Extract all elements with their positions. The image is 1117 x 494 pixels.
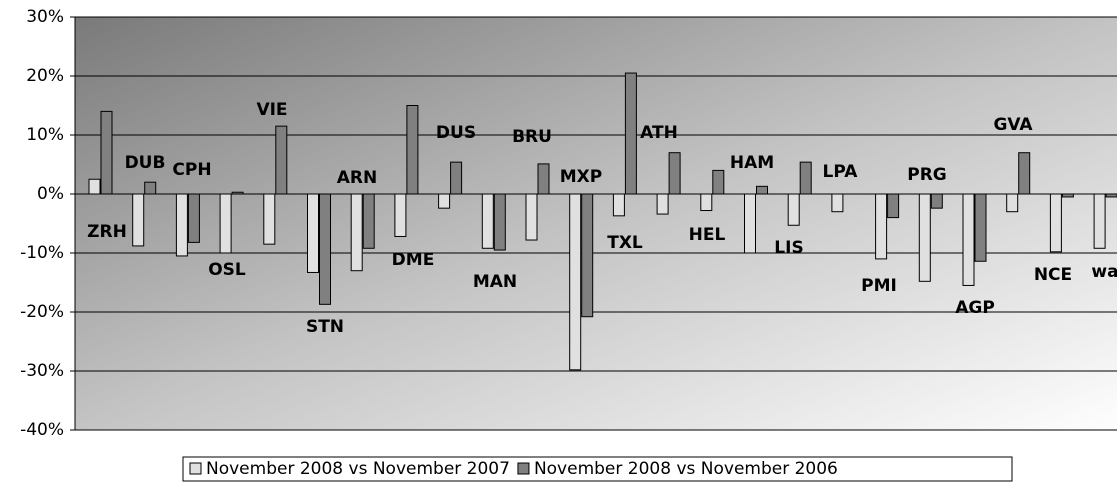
bar (263, 193, 276, 245)
category-label: LIS (774, 238, 803, 258)
y-tick-label: -10% (20, 243, 64, 263)
category-label: LPA (823, 162, 859, 182)
bar (144, 181, 157, 195)
bar (88, 178, 101, 195)
bar (1093, 193, 1106, 249)
category-label: DME (392, 250, 435, 270)
category-label: NCE (1034, 265, 1072, 285)
y-tick-label: 20% (26, 66, 64, 86)
bar (756, 185, 768, 195)
bar (787, 193, 800, 226)
category-label: STN (306, 317, 344, 337)
bar (231, 191, 244, 195)
bar (525, 193, 538, 241)
bar (132, 193, 145, 247)
category-label: TXL (607, 233, 643, 253)
category-label: OSL (208, 260, 246, 280)
category-label: AGP (955, 298, 995, 318)
category-label: DUS (436, 123, 476, 143)
bar (962, 193, 975, 286)
bar (624, 72, 637, 195)
legend: November 2008 vs November 2007 November 2… (182, 456, 1013, 482)
legend-swatch (189, 462, 202, 475)
bar (187, 193, 200, 243)
bar (668, 152, 681, 195)
y-tick-label: 0% (37, 184, 64, 204)
category-label: DUB (125, 153, 166, 173)
bar (1049, 193, 1062, 253)
bar (350, 193, 363, 272)
bar (875, 193, 888, 260)
bar (406, 105, 419, 195)
category-label: MXP (560, 167, 602, 187)
y-tick-label: -30% (20, 361, 64, 381)
category-label: BRU (512, 127, 552, 147)
bar (700, 193, 713, 212)
bar (656, 193, 669, 215)
bar (569, 193, 582, 371)
bar (307, 193, 319, 273)
bar (175, 193, 188, 257)
bar (831, 193, 844, 213)
bar (481, 193, 494, 249)
plot-area (75, 17, 1117, 430)
bar (1061, 193, 1074, 198)
bar (744, 193, 756, 254)
category-label: wa (1091, 262, 1117, 282)
legend-box (182, 456, 1013, 482)
bar (362, 193, 375, 249)
bar (450, 161, 463, 195)
category-label: VIE (256, 100, 287, 120)
bar (493, 193, 506, 251)
bar (275, 125, 288, 195)
category-label: CPH (172, 160, 211, 180)
bar (319, 193, 331, 305)
bar (581, 193, 594, 318)
category-label: HEL (689, 225, 726, 245)
bar (712, 169, 725, 195)
bar (887, 193, 900, 219)
legend-label: November 2008 vs November 2007 (206, 459, 510, 479)
bar (394, 193, 407, 237)
category-label: GVA (993, 115, 1033, 135)
bar (612, 193, 625, 217)
category-label: ZRH (87, 222, 127, 242)
bar (799, 161, 812, 195)
bar (219, 193, 232, 254)
category-label: HAM (730, 153, 774, 173)
bar (1105, 193, 1117, 198)
category-label: PMI (861, 276, 897, 296)
y-tick-label: 30% (26, 7, 64, 27)
category-label: MAN (473, 272, 517, 292)
category-label: PRG (907, 165, 947, 185)
category-label: ARN (337, 168, 377, 188)
bar (100, 110, 113, 195)
bar (1006, 193, 1019, 213)
y-tick-label: 10% (26, 125, 64, 145)
bar (537, 163, 550, 195)
bar (974, 193, 987, 262)
y-tick-label: -20% (20, 302, 64, 322)
bar (918, 193, 931, 282)
legend-swatch (517, 462, 530, 475)
bar (438, 193, 451, 209)
bar (930, 193, 943, 209)
y-tick-label: -40% (20, 420, 64, 440)
legend-label: November 2008 vs November 2006 (534, 459, 838, 479)
category-label: ATH (640, 123, 678, 143)
bar (1018, 152, 1031, 195)
